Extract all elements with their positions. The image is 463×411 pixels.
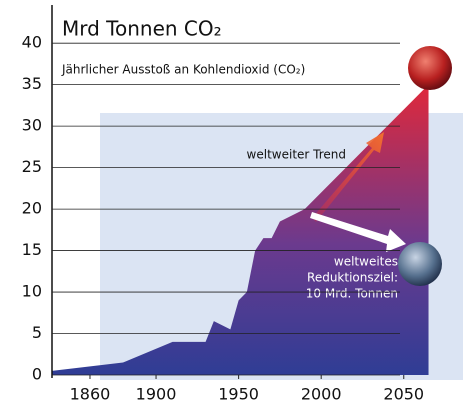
x-tick-label: 1950 [218,385,259,404]
y-tick-label: 30 [22,116,42,135]
y-tick-label: 5 [32,323,42,342]
y-tick-label: 25 [22,157,42,176]
chart: Mrd Tonnen CO₂ Jährlicher Ausstoß an Koh… [0,0,463,411]
y-tick-label: 40 [22,33,42,52]
chart-subtitle: Jährlicher Ausstoß an Kohlendioxid (CO₂) [61,63,305,77]
y-tick-label: 10 [22,282,42,301]
globe-red [408,46,452,90]
annotation-trend: weltweiter Trend [247,148,346,162]
chart-title: Mrd Tonnen CO₂ [62,17,222,41]
globe-blue [398,242,442,286]
x-tick-label: 2000 [301,385,342,404]
y-tick-label: 35 [22,74,42,93]
annotation-target: Reduktionsziel: [307,271,398,285]
annotation-target: weltweites [334,255,398,269]
x-tick-label: 1860 [70,385,111,404]
y-tick-label: 15 [22,240,42,259]
y-tick-label: 0 [32,365,42,384]
x-tick-label: 1900 [136,385,177,404]
x-tick-label: 2050 [383,385,424,404]
annotation-target: 10 Mrd. Tonnen [306,287,398,301]
y-tick-label: 20 [22,199,42,218]
